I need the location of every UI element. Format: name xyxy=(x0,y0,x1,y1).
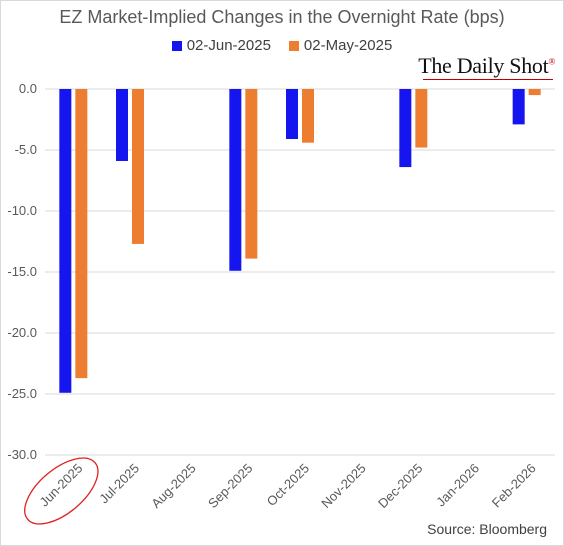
brand-registered-mark: ® xyxy=(548,56,555,67)
legend-item-series-1: 02-Jun-2025 xyxy=(171,37,271,54)
x-tick-label: Aug-2025 xyxy=(148,461,198,511)
bar-series-1 xyxy=(116,89,128,161)
x-tick-label: Feb-2026 xyxy=(489,461,539,511)
y-tick-label: -20.0 xyxy=(7,325,37,340)
y-tick-label: -10.0 xyxy=(7,203,37,218)
x-tick-label: Sep-2025 xyxy=(205,461,255,511)
x-tick-label: Jul-2025 xyxy=(96,461,142,507)
bar-series-1 xyxy=(512,89,525,125)
x-tick-label: Jun-2025 xyxy=(37,461,86,510)
source-note: Source: Bloomberg xyxy=(427,521,547,537)
x-tick-label: Oct-2025 xyxy=(264,461,312,509)
brand-underline xyxy=(423,79,553,80)
bar-series-1 xyxy=(59,89,72,393)
bar-series-2 xyxy=(302,89,314,143)
bar-series-2 xyxy=(75,89,88,379)
bar-series-1 xyxy=(286,89,298,140)
y-tick-label: -5.0 xyxy=(15,142,37,157)
x-tick-label: Jan-2026 xyxy=(433,461,482,510)
legend-swatch-series-1 xyxy=(171,40,182,51)
y-tick-label: 0.0 xyxy=(19,81,37,96)
y-tick-label: -25.0 xyxy=(7,386,37,401)
bar-series-2 xyxy=(132,89,144,244)
legend-swatch-series-2 xyxy=(288,40,299,51)
x-tick-label: Nov-2025 xyxy=(318,461,368,511)
bar-series-1 xyxy=(229,89,242,271)
brand-logo: The Daily Shot® xyxy=(418,53,555,79)
bar-series-2 xyxy=(415,89,428,148)
chart-title: EZ Market-Implied Changes in the Overnig… xyxy=(59,7,505,27)
bar-series-2 xyxy=(245,89,258,259)
highlight-ellipse xyxy=(24,457,99,525)
y-tick-label: -30.0 xyxy=(7,447,37,462)
y-tick-label: -15.0 xyxy=(7,264,37,279)
legend-label-series-2: 02-May-2025 xyxy=(303,37,393,54)
chart-legend: 02-Jun-2025 02-May-2025 xyxy=(1,37,563,54)
brand-name: The Daily Shot xyxy=(418,53,549,78)
bar-series-2 xyxy=(528,89,541,96)
x-tick-label: Dec-2025 xyxy=(375,461,425,511)
legend-item-series-2: 02-May-2025 xyxy=(288,37,393,54)
bar-series-1 xyxy=(399,89,412,168)
legend-label-series-1: 02-Jun-2025 xyxy=(186,37,271,54)
